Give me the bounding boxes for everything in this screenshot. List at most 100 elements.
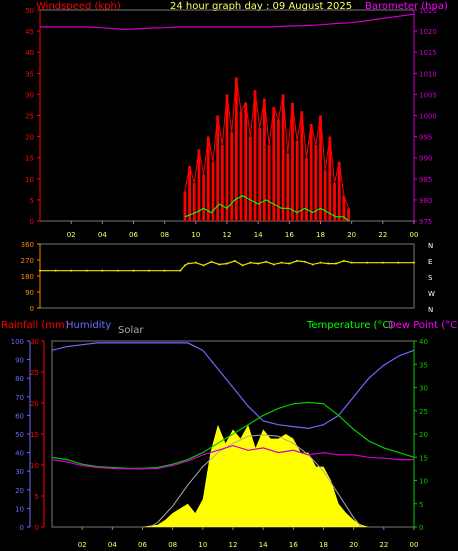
wind-direction-point <box>183 264 186 267</box>
wind-gust-bar <box>248 136 252 221</box>
windspeed-tick-label: 45 <box>25 28 34 36</box>
direction-tick-label: 0 <box>30 305 34 313</box>
wind-gust-bar <box>342 195 346 221</box>
rainfall-tick-label: 5 <box>35 493 39 501</box>
barometer-tick-label: 1000 <box>419 113 437 121</box>
direction-panel-frame <box>39 243 415 309</box>
x-tick-label: 18 <box>316 231 325 239</box>
wind-gust-bar <box>319 115 322 221</box>
barometer-tick-label: 975 <box>419 218 432 226</box>
x-tick-label: 02 <box>78 541 87 549</box>
windspeed-tick-label: 0 <box>30 218 34 226</box>
rainfall-tick-label: 10 <box>30 462 39 470</box>
direction-tick-label: 360 <box>21 241 34 249</box>
wind-gust-bar <box>197 149 201 221</box>
wind-gust-bar <box>239 111 243 221</box>
wind-direction-point <box>272 263 275 266</box>
humidity-tick-label: 40 <box>15 450 24 458</box>
humidity-axis-title: Humidity <box>66 320 112 331</box>
wind-gust-bar <box>272 107 276 221</box>
barometer-tick-label: 1005 <box>419 91 437 99</box>
wind-direction-point <box>342 259 345 262</box>
barometer-axis-title: Barometer (hpa) <box>365 1 448 12</box>
wind-direction-point <box>148 269 151 272</box>
dewpoint-axis-title: Dew Point (°C) <box>388 320 458 331</box>
wind-direction-line <box>40 260 414 272</box>
humidity-tick-label: 10 <box>15 505 24 513</box>
x-tick-label: 12 <box>223 231 232 239</box>
x-tick-label: 06 <box>129 231 138 239</box>
x-tick-label: 04 <box>108 541 117 549</box>
humidity-tick-label: 50 <box>15 431 24 439</box>
windspeed-tick-label: 35 <box>25 70 34 78</box>
graph-title: 24 hour graph day : 09 August 2025 <box>170 1 353 12</box>
wind-direction-point <box>187 262 190 265</box>
compass-label: N <box>428 242 433 250</box>
wind-direction-point <box>163 269 166 272</box>
windspeed-tick-label: 15 <box>25 155 34 163</box>
humidity-tick-label: 90 <box>15 357 24 365</box>
compass-label: E <box>428 258 432 266</box>
wind-gust-bar <box>291 102 294 221</box>
barometer-tick-label: 1020 <box>419 28 437 36</box>
x-tick-label: 20 <box>349 541 358 549</box>
dewpoint-line <box>51 444 414 470</box>
temperature-tick-label: 5 <box>419 501 423 509</box>
rainfall-tick-label: 25 <box>30 369 39 377</box>
humidity-tick-label: 100 <box>11 338 24 346</box>
wind-gust-bar <box>323 170 327 221</box>
x-tick-label: 16 <box>285 231 294 239</box>
direction-tick-label: 90 <box>25 289 34 297</box>
rainfall-tick-label: 20 <box>30 400 39 408</box>
wind-gust-bar <box>263 98 266 221</box>
x-tick-label: 12 <box>229 541 238 549</box>
wind-direction-point <box>179 269 182 272</box>
wind-gust-bar <box>244 102 248 221</box>
wind-gust-bar <box>220 145 224 221</box>
wind-gust-bar <box>314 145 318 221</box>
wind-direction-point <box>202 264 205 267</box>
windspeed-tick-label: 5 <box>30 197 34 205</box>
wind-gust-bar <box>211 161 215 221</box>
wind-gust-bar <box>347 208 350 221</box>
x-tick-label: 14 <box>259 541 268 549</box>
rainfall-tick-label: 30 <box>30 338 39 346</box>
x-tick-label: 02 <box>67 231 76 239</box>
x-tick-label: 22 <box>378 231 387 239</box>
wind-direction-point <box>241 264 244 267</box>
windspeed-tick-label: 20 <box>25 134 34 142</box>
wind-direction-point <box>288 262 291 265</box>
humidity-tick-label: 80 <box>15 375 24 383</box>
windspeed-tick-label: 40 <box>25 49 34 57</box>
wind-direction-point <box>311 263 314 266</box>
x-tick-label: 16 <box>289 541 298 549</box>
temperature-tick-label: 15 <box>419 454 428 462</box>
wind-direction-point <box>101 269 104 272</box>
barometer-tick-label: 980 <box>419 197 432 205</box>
wind-direction-point <box>366 261 369 264</box>
wind-gust-bar <box>216 115 220 221</box>
barometer-tick-label: 1015 <box>419 49 437 57</box>
x-tick-label: 00 <box>410 541 419 549</box>
wind-direction-point <box>303 260 306 263</box>
wind-gust-bar <box>253 90 257 222</box>
barometer-line <box>40 13 415 31</box>
wind-direction-point <box>226 262 228 265</box>
wind-gust-bar <box>234 77 238 222</box>
temperature-tick-label: 30 <box>419 385 428 393</box>
x-tick-label: 10 <box>198 541 207 549</box>
humidity-tick-label: 30 <box>15 468 24 476</box>
wind-direction-point <box>218 263 221 266</box>
barometer-tick-label: 990 <box>419 155 432 163</box>
compass-label: S <box>428 274 433 282</box>
direction-tick-label: 180 <box>21 273 34 281</box>
windspeed-axis-title: Windspeed (kph) <box>36 1 121 12</box>
wind-gust-bar <box>300 111 304 221</box>
wind-gust-bar <box>333 183 336 221</box>
wind-direction-point <box>70 269 73 272</box>
wind-gust-bar <box>188 166 191 221</box>
temperature-tick-label: 10 <box>419 478 428 486</box>
x-tick-label: 08 <box>160 231 169 239</box>
